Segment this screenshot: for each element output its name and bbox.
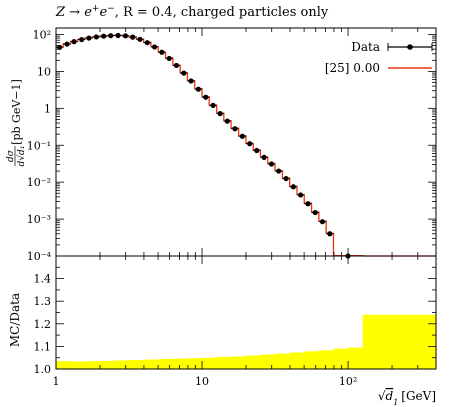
data-point bbox=[195, 86, 201, 92]
main-y-axis-label: dσ d√d₁ [pb GeV−1] bbox=[6, 79, 27, 166]
data-point bbox=[173, 62, 180, 69]
y-tick-label: 1 bbox=[44, 102, 51, 115]
chart-title: Z → e+e−, R = 0.4, charged particles onl… bbox=[55, 4, 329, 20]
x-axis-label: √d1 [GeV] bbox=[378, 389, 436, 407]
data-point bbox=[108, 33, 114, 39]
y-tick-label: 10 bbox=[37, 65, 51, 78]
ratio-y-tick-label: 1.1 bbox=[34, 340, 52, 353]
data-point bbox=[144, 40, 150, 46]
svg-text:√d1[GeV]: √d1 [GeV] bbox=[378, 389, 436, 407]
data-point bbox=[203, 94, 209, 100]
svg-text:dσ: dσ bbox=[6, 149, 16, 162]
data-point bbox=[71, 39, 77, 45]
data-point bbox=[181, 70, 187, 76]
data-point bbox=[188, 78, 194, 84]
data-point bbox=[93, 34, 99, 40]
data-point bbox=[166, 55, 172, 62]
ratio-y-axis-label: MC/Data bbox=[8, 293, 22, 347]
data-point bbox=[327, 231, 333, 237]
x-tick-label: 1 bbox=[53, 375, 60, 388]
y-tick-label: 10⁻² bbox=[27, 176, 51, 189]
ratio-plot-panel: 1 10 10² 1.0 1.1 1.2 1.3 1.4 bbox=[34, 255, 437, 388]
legend-entry-mc: [25] 0.00 bbox=[325, 61, 432, 75]
data-point bbox=[115, 32, 121, 39]
data-point bbox=[151, 44, 158, 50]
data-point bbox=[312, 209, 318, 216]
ratio-y-tick-label: 1.0 bbox=[34, 363, 52, 376]
data-point bbox=[305, 201, 311, 207]
ratio-y-tick-label: 1.2 bbox=[34, 318, 52, 331]
x-tick-label: 10² bbox=[339, 375, 357, 388]
data-point bbox=[101, 33, 107, 39]
ratio-y-tick-label: 1.4 bbox=[34, 273, 52, 286]
ratio-y-tick-label: 1.3 bbox=[34, 295, 52, 308]
data-point bbox=[247, 141, 253, 147]
data-point bbox=[224, 118, 230, 124]
svg-text:[pb GeV−1]: [pb GeV−1] bbox=[10, 79, 23, 145]
x-tick-label: 10 bbox=[195, 375, 209, 388]
data-point bbox=[276, 168, 282, 174]
data-point bbox=[79, 36, 85, 43]
data-point bbox=[283, 175, 289, 182]
data-point bbox=[290, 184, 296, 190]
data-point bbox=[122, 33, 129, 39]
data-point bbox=[130, 34, 136, 40]
svg-text:d√d₁: d√d₁ bbox=[16, 146, 27, 167]
svg-text:Data: Data bbox=[351, 40, 380, 54]
data-point bbox=[217, 111, 223, 117]
data-point bbox=[137, 36, 143, 42]
data-point bbox=[210, 102, 216, 109]
data-point bbox=[232, 126, 238, 132]
y-tick-label: 10⁻⁴ bbox=[27, 250, 52, 263]
legend-entry-data: Data bbox=[351, 40, 433, 54]
y-tick-label: 10² bbox=[33, 29, 51, 42]
data-point bbox=[159, 49, 165, 55]
data-point bbox=[86, 35, 92, 41]
svg-text:[25] 0.00: [25] 0.00 bbox=[325, 61, 380, 75]
data-point bbox=[268, 161, 275, 167]
legend: Data [25] 0.00 bbox=[325, 40, 433, 75]
ratio-band bbox=[56, 314, 436, 369]
data-point bbox=[254, 147, 260, 154]
data-point bbox=[64, 41, 70, 47]
data-point bbox=[261, 154, 267, 160]
data-point bbox=[297, 192, 304, 198]
data-point bbox=[319, 219, 326, 225]
data-point bbox=[239, 133, 246, 139]
y-tick-label: 10⁻¹ bbox=[27, 139, 51, 152]
ratio-plot-frame bbox=[55, 255, 437, 370]
y-tick-label: 10⁻³ bbox=[27, 213, 51, 226]
